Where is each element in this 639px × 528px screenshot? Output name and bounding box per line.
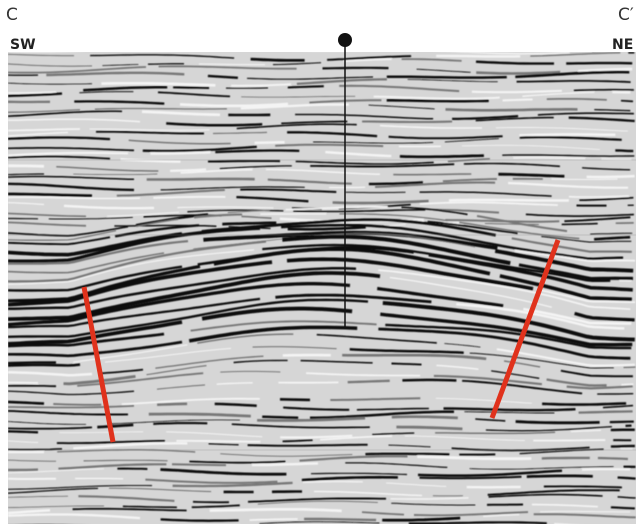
- reflector: [176, 441, 260, 442]
- reflector: [392, 417, 458, 418]
- reflector: [476, 72, 560, 73]
- reflector: [280, 399, 310, 400]
- reflector: [598, 458, 628, 459]
- reflector: [503, 100, 533, 101]
- reflector: [615, 150, 633, 151]
- reflector: [449, 200, 569, 201]
- reflector: [53, 404, 101, 405]
- reflector: [251, 59, 305, 60]
- reflector: [8, 525, 110, 527]
- reflector: [123, 506, 177, 507]
- reflector: [540, 511, 630, 512]
- reflector: [323, 68, 389, 69]
- page: C C′ SW NE (() => { const data = JSON.pa…: [0, 0, 639, 528]
- reflector: [114, 226, 216, 227]
- reflector: [409, 522, 547, 523]
- reflector: [173, 87, 209, 88]
- reflector: [621, 101, 633, 102]
- left-direction-label: SW: [10, 37, 36, 53]
- reflector: [8, 449, 62, 450]
- reflector: [172, 464, 226, 465]
- left-point-label: C: [6, 5, 18, 25]
- reflector: [533, 440, 605, 441]
- reflector: [362, 122, 452, 123]
- reflector: [262, 417, 298, 418]
- reflector: [554, 524, 632, 528]
- reflector: [157, 404, 187, 405]
- reflector: [402, 380, 456, 381]
- reflector: [365, 454, 449, 455]
- reflector: [162, 46, 264, 49]
- reflector: [574, 90, 634, 91]
- reflector: [288, 86, 324, 87]
- reflector: [193, 502, 229, 503]
- reflector: [579, 411, 633, 412]
- reflector: [255, 142, 285, 143]
- reflector: [8, 402, 44, 404]
- reflector: [170, 169, 206, 171]
- right-point-label: C′: [618, 5, 634, 25]
- reflector: [8, 363, 56, 364]
- reflector: [446, 109, 578, 110]
- reflector: [161, 519, 239, 520]
- reflector: [84, 460, 168, 461]
- right-direction-label: NE: [612, 37, 633, 53]
- reflector: [153, 423, 207, 424]
- reflector: [150, 152, 210, 153]
- reflector: [519, 134, 615, 135]
- reflector: [400, 156, 484, 157]
- reflector: [562, 224, 598, 225]
- well-marker: [338, 33, 352, 47]
- reflector: [8, 174, 44, 175]
- reflector: [8, 431, 38, 432]
- reflector: [544, 486, 622, 487]
- reflector: [611, 446, 635, 447]
- reflector: [8, 166, 44, 167]
- reflector: [547, 99, 607, 100]
- reflector: [387, 77, 507, 78]
- reflector: [147, 179, 255, 180]
- reflector: [542, 458, 590, 459]
- reflector: [153, 197, 225, 198]
- reflector: [387, 100, 489, 101]
- reflector: [392, 364, 422, 365]
- reflector: [393, 174, 471, 175]
- reflector: [436, 56, 520, 57]
- reflector: [542, 403, 626, 404]
- reflector: [248, 445, 368, 446]
- reflector: [117, 469, 147, 470]
- reflector: [618, 478, 636, 479]
- reflector: [621, 384, 633, 385]
- seismic-section: C C′ SW NE: [0, 0, 639, 528]
- reflector: [95, 109, 227, 110]
- reflector: [611, 507, 635, 508]
- reflector: [8, 365, 80, 366]
- reflector: [527, 476, 593, 477]
- reflector: [290, 50, 416, 51]
- reflector: [304, 519, 376, 520]
- reflector: [8, 194, 92, 196]
- reflector: [582, 469, 630, 470]
- reflector: [587, 176, 635, 177]
- reflector: [222, 223, 276, 224]
- reflector: [516, 422, 600, 423]
- reflector: [610, 422, 634, 423]
- reflector: [208, 161, 280, 162]
- reflector: [250, 519, 298, 520]
- reflector: [348, 381, 390, 382]
